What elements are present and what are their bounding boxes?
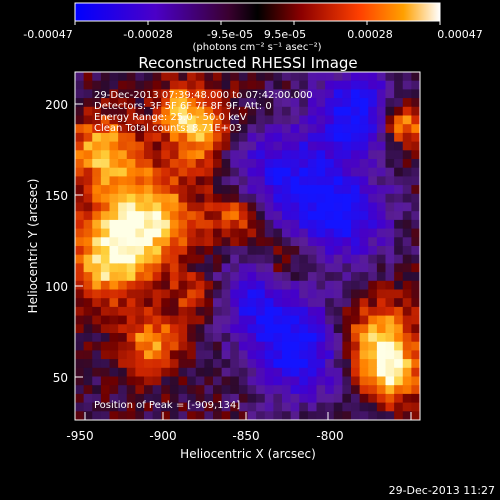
info-line: Detectors: 3F 5F 6F 7F 8F 9F, Att: 0 bbox=[94, 101, 272, 112]
colorbar-tick-label: 9.5e-05 bbox=[264, 28, 306, 41]
colorbar-unit-label: (photons cm⁻² s⁻¹ asec⁻²) bbox=[192, 42, 321, 53]
info-line: Clean Total counts: 8.71E+03 bbox=[94, 123, 242, 134]
x-tick-label: -850 bbox=[232, 429, 259, 443]
colorbar-tick-label: -9.5e-05 bbox=[207, 28, 253, 41]
x-tick-label: -800 bbox=[316, 429, 343, 443]
colorbar bbox=[74, 2, 441, 22]
colorbar-tick-label: -0.00047 bbox=[23, 28, 72, 41]
colorbar-tick-label: 0.00028 bbox=[347, 28, 393, 41]
y-tick-label: 50 bbox=[53, 371, 68, 385]
colorbar-tick-label: -0.00028 bbox=[123, 28, 172, 41]
peak-position-label: Position of Peak = [-909,134] bbox=[94, 400, 240, 411]
plot-title: Reconstructed RHESSI Image bbox=[138, 54, 357, 72]
info-line: Energy Range: 25.0 - 50.0 keV bbox=[94, 112, 247, 123]
info-line: 29-Dec-2013 07:39:48.000 to 07:42:00.000 bbox=[94, 90, 313, 101]
x-axis-ticks bbox=[84, 412, 412, 420]
y-axis-label: Heliocentric Y (arcsec) bbox=[26, 179, 40, 314]
y-tick-label: 100 bbox=[45, 280, 68, 294]
timestamp: 29-Dec-2013 11:27 bbox=[389, 484, 495, 497]
plot-frame bbox=[74, 71, 421, 421]
x-axis-label: Heliocentric X (arcsec) bbox=[180, 447, 316, 461]
y-tick-label: 200 bbox=[45, 98, 68, 112]
y-tick-label: 150 bbox=[45, 189, 68, 203]
y-axis-ticks bbox=[75, 103, 83, 378]
colorbar-ticks bbox=[74, 21, 441, 25]
x-tick-label: -900 bbox=[149, 429, 176, 443]
rhessi-image bbox=[75, 72, 420, 420]
x-tick-label: -950 bbox=[66, 429, 93, 443]
colorbar-tick-label: 0.00047 bbox=[437, 28, 483, 41]
